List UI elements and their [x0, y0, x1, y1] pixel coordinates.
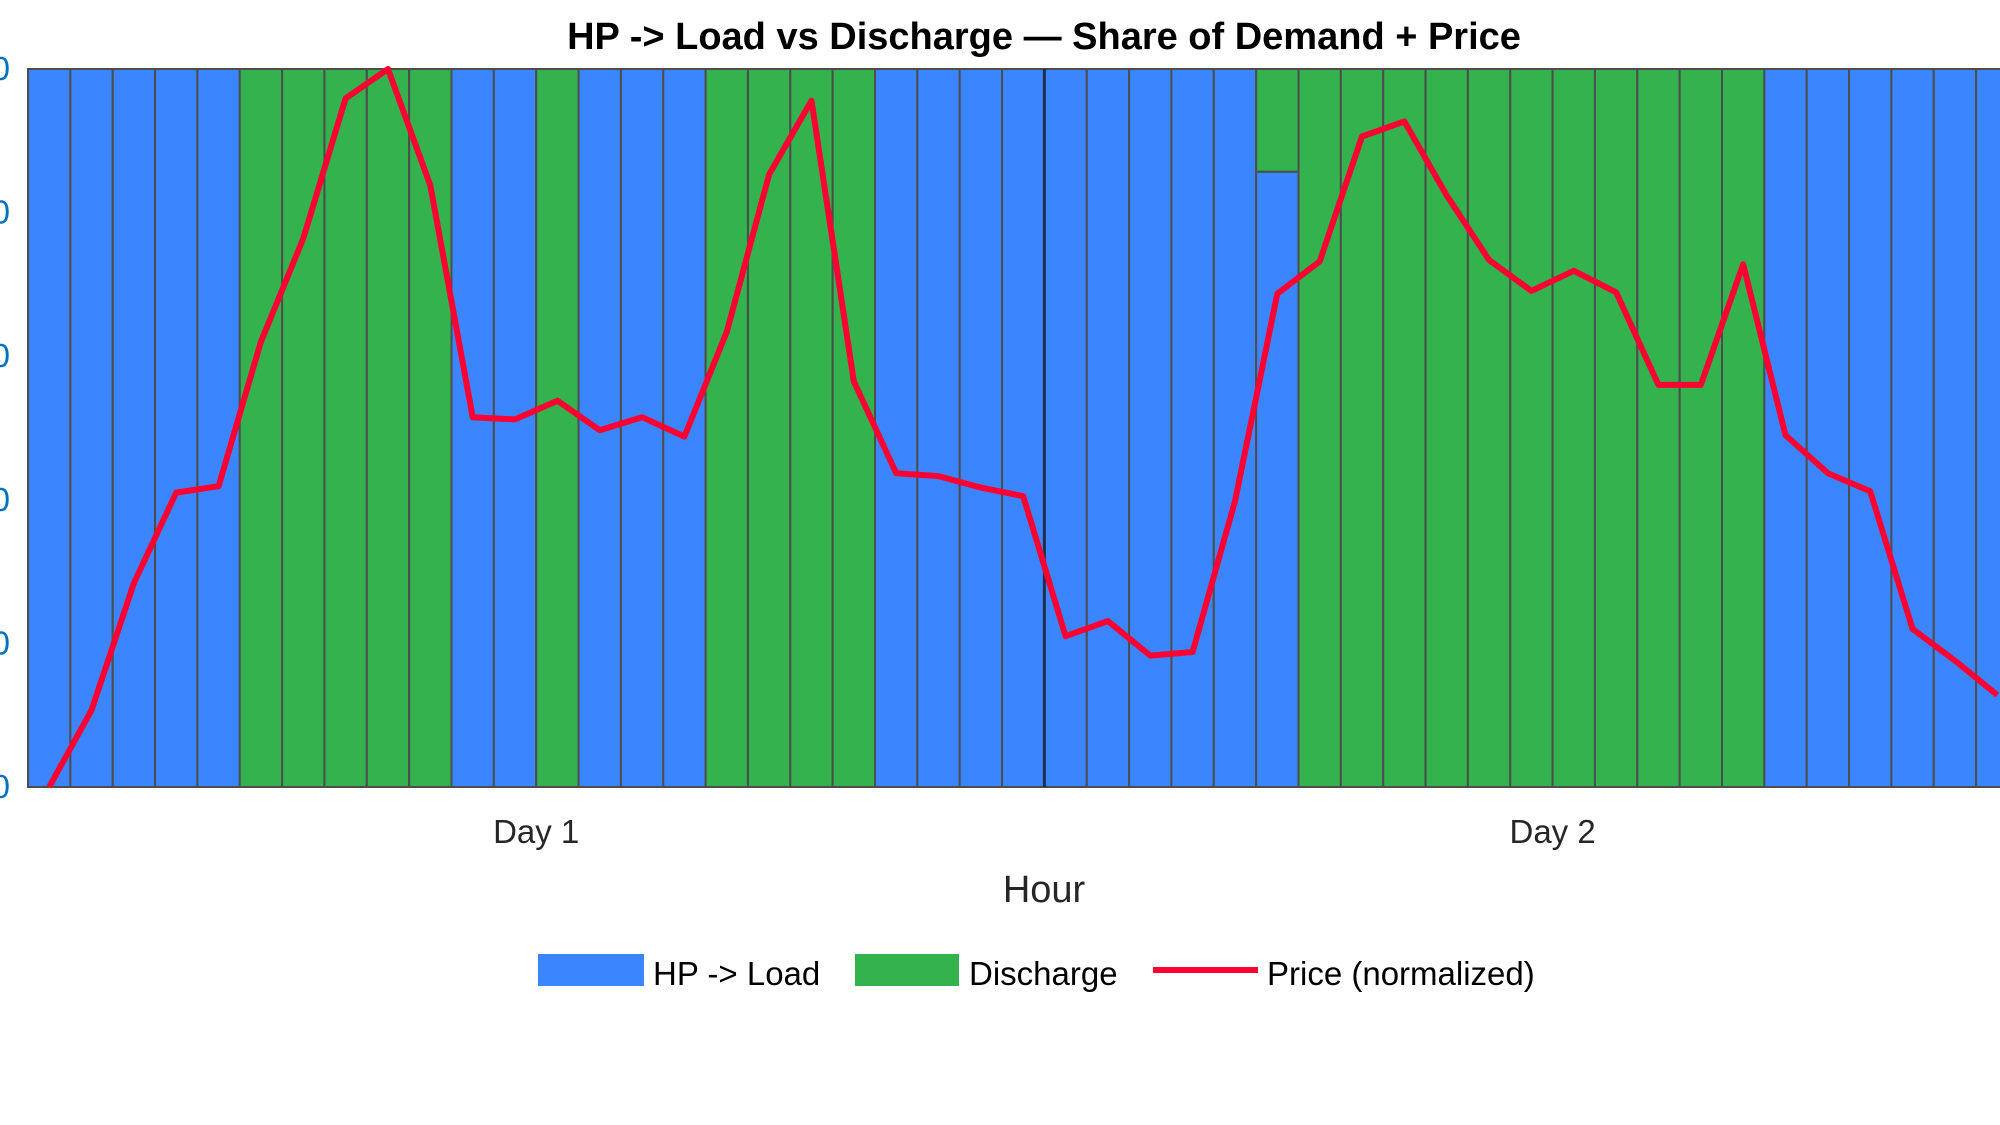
y-tick-label: 40 — [0, 481, 10, 518]
legend-label-hp-load: HP -> Load — [653, 955, 820, 992]
bar-discharge — [281, 68, 326, 788]
bar-hp-load — [1848, 68, 1893, 788]
bar-hp-load — [1975, 68, 2000, 788]
bar-discharge — [1721, 68, 1766, 788]
bar-hp-load — [1170, 68, 1215, 788]
x-tick-labels: Day 1 Day 2 — [493, 813, 1596, 850]
bar-discharge — [1424, 68, 1469, 788]
bar-hp-load — [1043, 68, 1088, 788]
x-tick-label: Day 1 — [493, 813, 579, 850]
bar-discharge — [238, 68, 284, 788]
bar-hp-load — [1085, 68, 1131, 788]
bar-discharge — [323, 68, 368, 788]
bar-discharge — [1297, 68, 1342, 788]
bar-discharge — [789, 68, 834, 788]
bar-hp-load — [916, 68, 961, 788]
bar-discharge — [1593, 68, 1639, 788]
y-tick-label: 80 — [0, 194, 10, 231]
bar-discharge — [1509, 68, 1554, 788]
price-line — [46, 66, 2000, 789]
legend-label-discharge: Discharge — [969, 955, 1118, 992]
x-axis-label: Hour — [1003, 869, 1086, 911]
y-tick-label: 100 — [0, 50, 10, 87]
bar-discharge — [831, 68, 877, 788]
bar-discharge — [746, 68, 792, 788]
bar-hp-load — [874, 68, 919, 788]
legend: HP -> Load Discharge Price (normalized) — [538, 954, 1535, 992]
bar-hp-load — [27, 68, 72, 788]
y-tick-label: 20 — [0, 624, 10, 661]
bar-hp-load — [1128, 68, 1173, 788]
bar-discharge — [1382, 68, 1427, 788]
bar-discharge — [1636, 68, 1681, 788]
y-tick-label: 0 — [0, 768, 10, 805]
bar-hp-load — [111, 68, 157, 788]
bar-hp-load — [1932, 68, 1978, 788]
bar-hp-load — [1890, 68, 1935, 788]
bar-hp-load — [1001, 68, 1046, 788]
bars-group — [27, 68, 2000, 788]
x-tick-label: Day 2 — [1509, 813, 1595, 850]
bar-discharge — [1551, 68, 1596, 788]
bar-hp-load — [69, 68, 114, 788]
legend-swatch-discharge — [855, 954, 959, 986]
bar-discharge — [1255, 68, 1300, 173]
bar-discharge — [704, 68, 749, 788]
bar-discharge — [535, 68, 580, 788]
legend-label-price: Price (normalized) — [1267, 955, 1535, 992]
bar-discharge — [1466, 68, 1512, 788]
bar-hp-load — [619, 68, 665, 788]
bar-hp-load — [958, 68, 1004, 788]
bar-hp-load — [1255, 170, 1300, 788]
chart-title: HP -> Load vs Discharge — Share of Deman… — [567, 16, 1521, 58]
legend-swatch-hp-load — [538, 954, 644, 986]
bar-discharge — [1678, 68, 1724, 788]
bar-hp-load — [450, 68, 495, 788]
bar-hp-load — [1805, 68, 1851, 788]
y-tick-labels: 0 20 40 60 80 100 — [0, 50, 10, 805]
y-tick-label: 60 — [0, 337, 10, 374]
bar-hp-load — [492, 68, 538, 788]
bar-hp-load — [154, 68, 199, 788]
bar-discharge — [365, 68, 411, 788]
